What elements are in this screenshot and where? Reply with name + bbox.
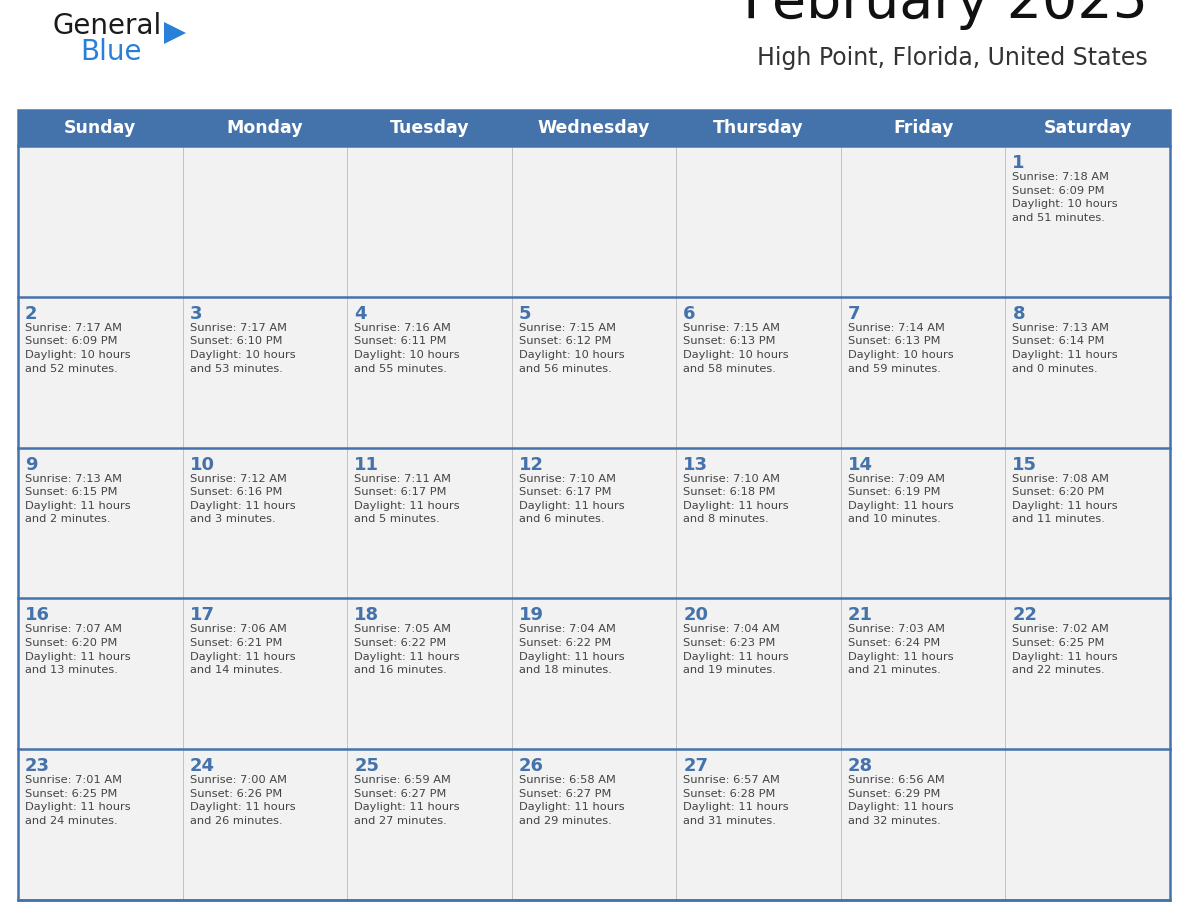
Bar xyxy=(18,110,1170,900)
Text: Sunrise: 7:12 AM
Sunset: 6:16 PM
Daylight: 11 hours
and 3 minutes.: Sunrise: 7:12 AM Sunset: 6:16 PM Dayligh… xyxy=(190,474,295,524)
Text: 9: 9 xyxy=(25,455,38,474)
Text: 15: 15 xyxy=(1012,455,1037,474)
Text: 16: 16 xyxy=(25,607,50,624)
Text: Sunrise: 7:10 AM
Sunset: 6:18 PM
Daylight: 11 hours
and 8 minutes.: Sunrise: 7:10 AM Sunset: 6:18 PM Dayligh… xyxy=(683,474,789,524)
Text: 26: 26 xyxy=(519,757,544,775)
Text: 7: 7 xyxy=(848,305,860,323)
Text: 2: 2 xyxy=(25,305,38,323)
Text: 11: 11 xyxy=(354,455,379,474)
Bar xyxy=(18,297,1170,448)
Bar xyxy=(18,146,1170,297)
Text: 6: 6 xyxy=(683,305,696,323)
Text: Sunrise: 7:03 AM
Sunset: 6:24 PM
Daylight: 11 hours
and 21 minutes.: Sunrise: 7:03 AM Sunset: 6:24 PM Dayligh… xyxy=(848,624,954,676)
Bar xyxy=(18,110,1170,146)
Polygon shape xyxy=(164,22,187,44)
Text: High Point, Florida, United States: High Point, Florida, United States xyxy=(757,46,1148,70)
Text: 1: 1 xyxy=(1012,154,1025,172)
Text: 27: 27 xyxy=(683,757,708,775)
Text: February 2025: February 2025 xyxy=(742,0,1148,30)
Bar xyxy=(18,448,1170,599)
Text: 10: 10 xyxy=(190,455,215,474)
Text: General: General xyxy=(52,12,162,40)
Bar xyxy=(18,749,1170,900)
Text: Sunrise: 7:04 AM
Sunset: 6:22 PM
Daylight: 11 hours
and 18 minutes.: Sunrise: 7:04 AM Sunset: 6:22 PM Dayligh… xyxy=(519,624,625,676)
Text: Saturday: Saturday xyxy=(1043,119,1132,137)
Text: Sunrise: 7:02 AM
Sunset: 6:25 PM
Daylight: 11 hours
and 22 minutes.: Sunrise: 7:02 AM Sunset: 6:25 PM Dayligh… xyxy=(1012,624,1118,676)
Text: 4: 4 xyxy=(354,305,367,323)
Text: 13: 13 xyxy=(683,455,708,474)
Text: Sunrise: 7:13 AM
Sunset: 6:14 PM
Daylight: 11 hours
and 0 minutes.: Sunrise: 7:13 AM Sunset: 6:14 PM Dayligh… xyxy=(1012,323,1118,374)
Text: Sunrise: 7:04 AM
Sunset: 6:23 PM
Daylight: 11 hours
and 19 minutes.: Sunrise: 7:04 AM Sunset: 6:23 PM Dayligh… xyxy=(683,624,789,676)
Text: Blue: Blue xyxy=(80,38,141,66)
Text: 25: 25 xyxy=(354,757,379,775)
Text: Sunrise: 7:09 AM
Sunset: 6:19 PM
Daylight: 11 hours
and 10 minutes.: Sunrise: 7:09 AM Sunset: 6:19 PM Dayligh… xyxy=(848,474,954,524)
Text: Thursday: Thursday xyxy=(713,119,804,137)
Text: 24: 24 xyxy=(190,757,215,775)
Text: Sunrise: 7:11 AM
Sunset: 6:17 PM
Daylight: 11 hours
and 5 minutes.: Sunrise: 7:11 AM Sunset: 6:17 PM Dayligh… xyxy=(354,474,460,524)
Text: Sunrise: 7:05 AM
Sunset: 6:22 PM
Daylight: 11 hours
and 16 minutes.: Sunrise: 7:05 AM Sunset: 6:22 PM Dayligh… xyxy=(354,624,460,676)
Text: 14: 14 xyxy=(848,455,873,474)
Text: Sunrise: 6:56 AM
Sunset: 6:29 PM
Daylight: 11 hours
and 32 minutes.: Sunrise: 6:56 AM Sunset: 6:29 PM Dayligh… xyxy=(848,775,954,826)
Text: 3: 3 xyxy=(190,305,202,323)
Text: Sunrise: 7:18 AM
Sunset: 6:09 PM
Daylight: 10 hours
and 51 minutes.: Sunrise: 7:18 AM Sunset: 6:09 PM Dayligh… xyxy=(1012,172,1118,223)
Text: 22: 22 xyxy=(1012,607,1037,624)
Text: Sunrise: 6:58 AM
Sunset: 6:27 PM
Daylight: 11 hours
and 29 minutes.: Sunrise: 6:58 AM Sunset: 6:27 PM Dayligh… xyxy=(519,775,625,826)
Text: Sunrise: 6:57 AM
Sunset: 6:28 PM
Daylight: 11 hours
and 31 minutes.: Sunrise: 6:57 AM Sunset: 6:28 PM Dayligh… xyxy=(683,775,789,826)
Text: 23: 23 xyxy=(25,757,50,775)
Text: Wednesday: Wednesday xyxy=(538,119,650,137)
Text: 28: 28 xyxy=(848,757,873,775)
Text: Friday: Friday xyxy=(893,119,953,137)
Text: Sunrise: 7:14 AM
Sunset: 6:13 PM
Daylight: 10 hours
and 59 minutes.: Sunrise: 7:14 AM Sunset: 6:13 PM Dayligh… xyxy=(848,323,954,374)
Text: Sunrise: 7:06 AM
Sunset: 6:21 PM
Daylight: 11 hours
and 14 minutes.: Sunrise: 7:06 AM Sunset: 6:21 PM Dayligh… xyxy=(190,624,295,676)
Text: 8: 8 xyxy=(1012,305,1025,323)
Text: Tuesday: Tuesday xyxy=(390,119,469,137)
Text: 5: 5 xyxy=(519,305,531,323)
Text: Sunrise: 7:15 AM
Sunset: 6:12 PM
Daylight: 10 hours
and 56 minutes.: Sunrise: 7:15 AM Sunset: 6:12 PM Dayligh… xyxy=(519,323,625,374)
Text: Sunrise: 7:15 AM
Sunset: 6:13 PM
Daylight: 10 hours
and 58 minutes.: Sunrise: 7:15 AM Sunset: 6:13 PM Dayligh… xyxy=(683,323,789,374)
Text: Sunrise: 7:17 AM
Sunset: 6:09 PM
Daylight: 10 hours
and 52 minutes.: Sunrise: 7:17 AM Sunset: 6:09 PM Dayligh… xyxy=(25,323,131,374)
Text: Sunrise: 7:07 AM
Sunset: 6:20 PM
Daylight: 11 hours
and 13 minutes.: Sunrise: 7:07 AM Sunset: 6:20 PM Dayligh… xyxy=(25,624,131,676)
Text: Sunday: Sunday xyxy=(64,119,137,137)
Text: Sunrise: 7:17 AM
Sunset: 6:10 PM
Daylight: 10 hours
and 53 minutes.: Sunrise: 7:17 AM Sunset: 6:10 PM Dayligh… xyxy=(190,323,295,374)
Bar xyxy=(18,599,1170,749)
Text: Sunrise: 7:16 AM
Sunset: 6:11 PM
Daylight: 10 hours
and 55 minutes.: Sunrise: 7:16 AM Sunset: 6:11 PM Dayligh… xyxy=(354,323,460,374)
Text: 17: 17 xyxy=(190,607,215,624)
Text: Sunrise: 6:59 AM
Sunset: 6:27 PM
Daylight: 11 hours
and 27 minutes.: Sunrise: 6:59 AM Sunset: 6:27 PM Dayligh… xyxy=(354,775,460,826)
Text: Sunrise: 7:13 AM
Sunset: 6:15 PM
Daylight: 11 hours
and 2 minutes.: Sunrise: 7:13 AM Sunset: 6:15 PM Dayligh… xyxy=(25,474,131,524)
Text: Sunrise: 7:10 AM
Sunset: 6:17 PM
Daylight: 11 hours
and 6 minutes.: Sunrise: 7:10 AM Sunset: 6:17 PM Dayligh… xyxy=(519,474,625,524)
Text: 21: 21 xyxy=(848,607,873,624)
Text: Sunrise: 7:08 AM
Sunset: 6:20 PM
Daylight: 11 hours
and 11 minutes.: Sunrise: 7:08 AM Sunset: 6:20 PM Dayligh… xyxy=(1012,474,1118,524)
Text: Sunrise: 7:00 AM
Sunset: 6:26 PM
Daylight: 11 hours
and 26 minutes.: Sunrise: 7:00 AM Sunset: 6:26 PM Dayligh… xyxy=(190,775,295,826)
Text: 20: 20 xyxy=(683,607,708,624)
Text: Monday: Monday xyxy=(227,119,303,137)
Text: 19: 19 xyxy=(519,607,544,624)
Text: 18: 18 xyxy=(354,607,379,624)
Text: Sunrise: 7:01 AM
Sunset: 6:25 PM
Daylight: 11 hours
and 24 minutes.: Sunrise: 7:01 AM Sunset: 6:25 PM Dayligh… xyxy=(25,775,131,826)
Text: 12: 12 xyxy=(519,455,544,474)
